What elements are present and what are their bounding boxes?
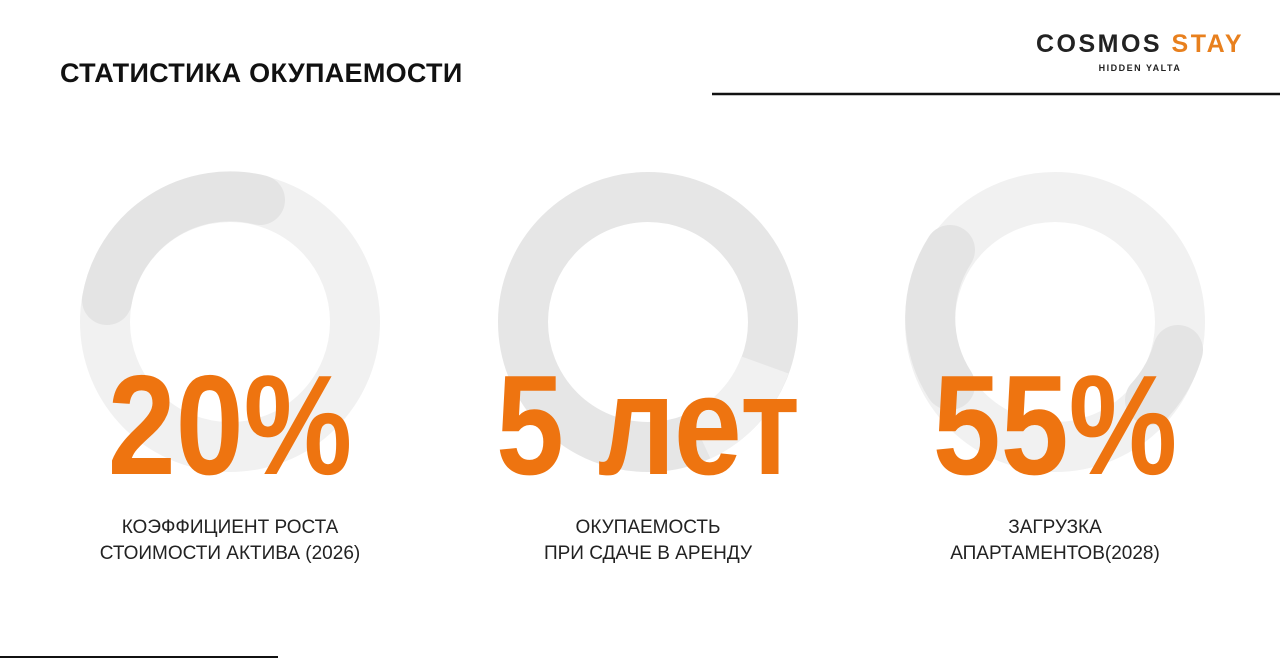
title: СТАТИСТИКА ОКУПАЕМОСТИ bbox=[60, 58, 463, 88]
logo-brand: COSMOS bbox=[1035, 30, 1163, 58]
stat-value: 55% bbox=[932, 346, 1178, 505]
logo: COSMOS STAY HIDDEN YALTA bbox=[1030, 30, 1250, 73]
stat-label: ОКУПАЕМОСТЬ ПРИ СДАЧЕ В АРЕНДУ bbox=[438, 515, 858, 567]
stat-label: КОЭФФИЦИЕНТ РОСТА СТОИМОСТИ АКТИВА (2026) bbox=[20, 515, 440, 567]
stat-value: 5 лет bbox=[496, 346, 800, 505]
logo-accent: STAY bbox=[1171, 30, 1245, 58]
stat-label: ЗАГРУЗКА АПАРТАМЕНТОВ(2028) bbox=[845, 515, 1265, 567]
stat-label-line: КОЭФФИЦИЕНТ РОСТА bbox=[121, 517, 339, 538]
stat-label-line: СТОИМОСТИ АКТИВА (2026) bbox=[99, 543, 361, 564]
logo-tagline: HIDDEN YALTA bbox=[1098, 63, 1182, 73]
stat-label-line: ПРИ СДАЧЕ В АРЕНДУ bbox=[543, 543, 753, 564]
stat-label-line: ЗАГРУЗКА bbox=[1008, 517, 1102, 538]
stat-value: 20% bbox=[107, 346, 353, 505]
stat-label-line: ОКУПАЕМОСТЬ bbox=[575, 517, 721, 538]
stat-label-line: АПАРТАМЕНТОВ(2028) bbox=[950, 543, 1160, 564]
